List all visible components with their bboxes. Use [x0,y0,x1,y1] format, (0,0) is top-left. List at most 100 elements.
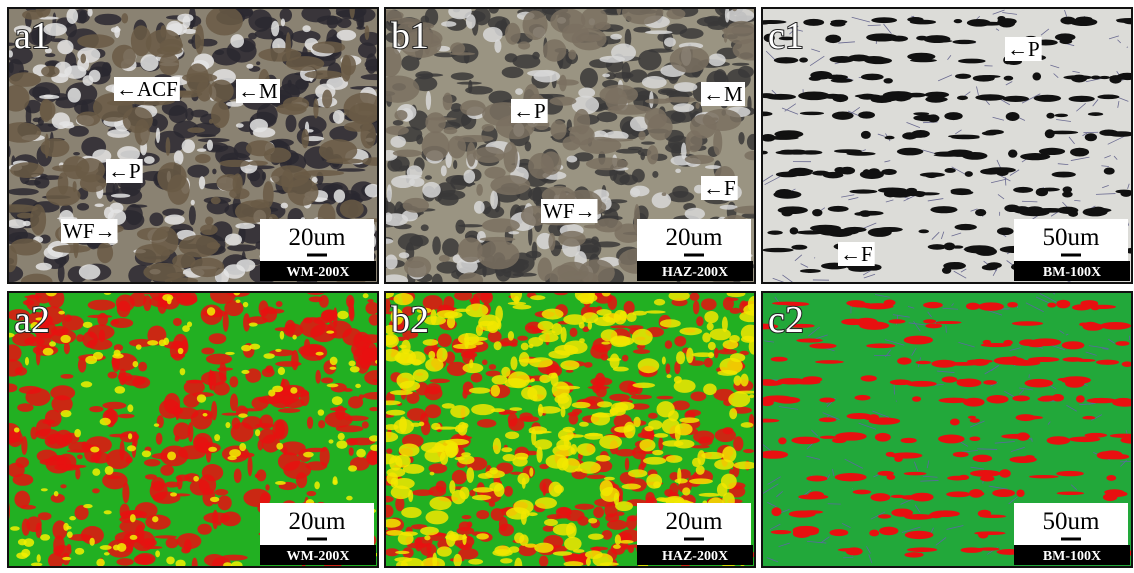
phase-blob [648,413,658,419]
phase-streak [1016,489,1024,496]
phase-blob [437,546,452,556]
phase-blob [131,25,152,56]
phase-blob [632,329,653,345]
phase-streak [832,94,848,102]
phase-blob [512,305,531,310]
phase-streak [907,17,923,22]
phase-blob [290,387,297,394]
phase-blob [698,436,713,445]
phase-streak [980,168,1002,174]
phase-streak [828,206,849,212]
phase-blob [219,362,227,381]
phase-blob [243,302,248,307]
phase-blob [170,492,177,496]
phase-blob [534,543,553,553]
phase-blob [726,9,754,23]
phase-blob [348,465,357,471]
phase-streak [800,510,823,514]
phase-blob [102,472,127,489]
phase-blob [632,383,655,388]
phase-blob [528,153,554,179]
phase-blob [503,454,516,461]
phase-blob [62,557,71,560]
phase-blob [333,110,345,124]
phase-blob [512,54,540,68]
phase-blob [60,484,66,488]
phase-blob [685,208,705,220]
phase-blob [723,28,727,43]
phase-blob [713,129,722,155]
phase-blob [130,292,147,307]
phase-blob [426,117,457,120]
phase-streak [1079,322,1088,326]
phase-streak [850,303,875,308]
phase-blob [532,242,538,261]
phase-blob [685,155,714,164]
phase-blob [696,316,703,326]
phase-blob [343,416,369,421]
phase-blob [422,182,441,198]
phase-blob [37,554,41,562]
phase-blob [349,103,381,125]
phase-streak [800,150,823,154]
phase-blob [349,447,354,456]
phase-streak [952,245,963,248]
annotation: ←ACF [116,77,178,101]
phase-blob [559,75,567,92]
phase-blob [327,16,339,29]
phase-blob [564,537,581,551]
phase-streak [1038,397,1054,402]
phase-blob [740,374,748,387]
phase-streak [904,336,933,345]
phase-streak [1062,357,1083,362]
phase-blob [332,396,343,405]
phase-streak [830,21,846,26]
phase-blob [419,422,425,427]
phase-blob [305,70,343,79]
phase-blob [321,377,333,383]
scale-text: 20um [666,224,724,251]
phase-streak [926,96,946,103]
phase-blob [393,149,422,157]
phase-streak [771,357,788,362]
phase-blob [238,413,248,417]
phase-blob [494,484,505,497]
phase-streak [916,361,931,364]
phase-streak [947,150,974,157]
phase-streak [1047,303,1056,308]
phase-streak [841,319,865,325]
phase-blob [241,370,249,374]
phase-blob [508,418,524,431]
phase-blob [166,137,171,156]
phase-blob [239,443,246,451]
phase-blob [501,447,512,452]
phase-blob [69,516,76,520]
phase-blob [329,439,334,443]
phase-blob [521,343,529,351]
phase-blob [734,461,757,469]
phase-streak [1104,489,1124,495]
phase-streak [848,266,872,272]
phase-blob [337,168,366,172]
phase-blob [173,318,182,326]
phase-blob [230,376,239,387]
phase-blob [401,531,418,536]
phase-blob [542,309,564,320]
phase-streak [1004,205,1020,212]
phase-blob [189,206,196,225]
phase-blob [134,555,153,565]
phase-blob [312,41,345,53]
phase-blob [584,433,603,440]
panel: a220umWM-200X [0,282,388,573]
phase-blob [601,329,618,341]
annotation: ←F [703,176,736,200]
phase-blob [40,534,50,541]
phase-streak [855,395,871,401]
phase-streak [879,527,898,536]
phase-blob [523,10,548,40]
phase-streak [1115,190,1132,194]
phase-blob [132,531,156,551]
panel: a1←ACF←M←PWF→20umWM-200X [0,0,389,289]
phase-blob [539,556,549,567]
phase-blob [453,160,457,169]
